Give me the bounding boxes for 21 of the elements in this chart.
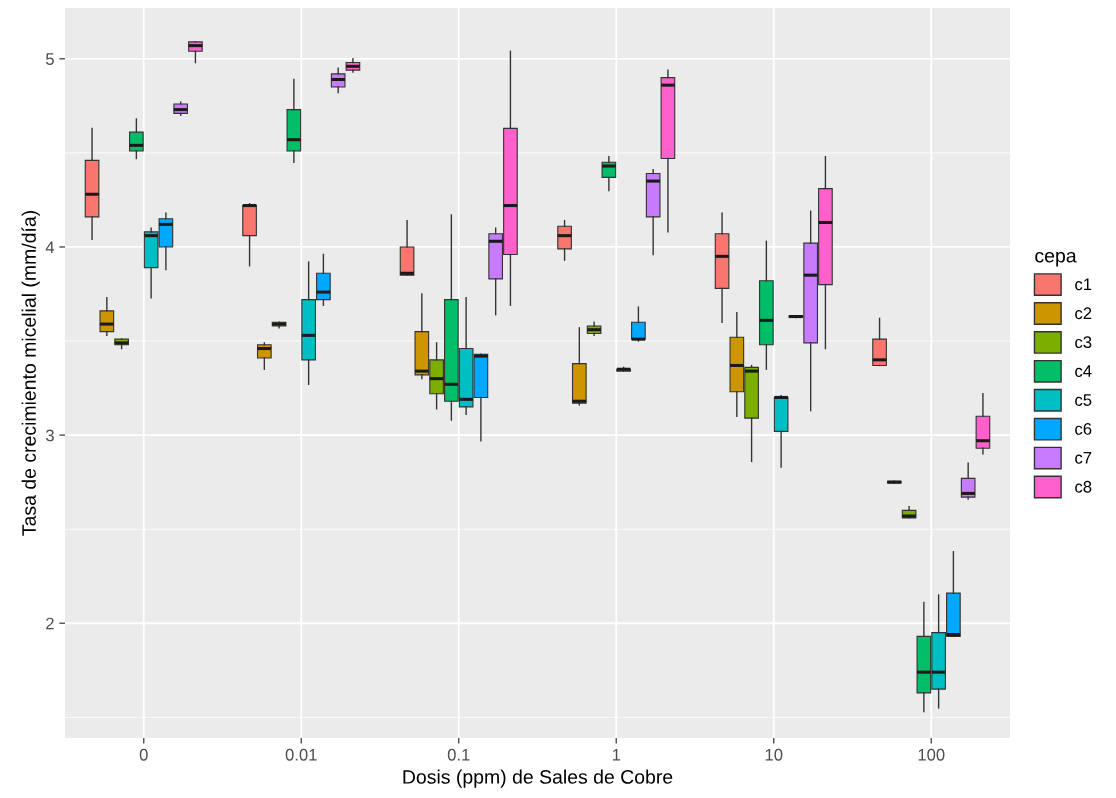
legend-label: c8 [1075,480,1092,493]
legend-title: cepa [1035,251,1077,267]
y-tick-label: 3 [45,429,54,442]
x-tick-label: 10 [765,748,783,761]
legend-label: c1 [1075,278,1092,291]
legend-label: c5 [1075,394,1092,406]
x-tick-label: 100 [918,748,945,761]
x-tick-label: 1 [612,749,621,761]
legend-label: c6 [1075,423,1092,435]
x-tick-label: 0.1 [447,748,470,761]
y-tick-label: 4 [45,241,55,253]
legend-label: c4 [1075,365,1092,377]
x-tick-label: 0.01 [285,748,317,761]
y-tick-label: 5 [45,53,54,65]
x-tick-label: 0 [139,748,148,761]
legend-label: c7 [1075,452,1092,464]
x-axis-title: Dosis (ppm) de Sales de Cobre [403,769,673,788]
legend-label: c3 [1075,336,1092,349]
y-tick-label: 2 [46,617,54,630]
legend-label: c2 [1075,307,1092,320]
y-axis-title: Tasa de crecimiento micelial (mm/día) [21,211,40,536]
